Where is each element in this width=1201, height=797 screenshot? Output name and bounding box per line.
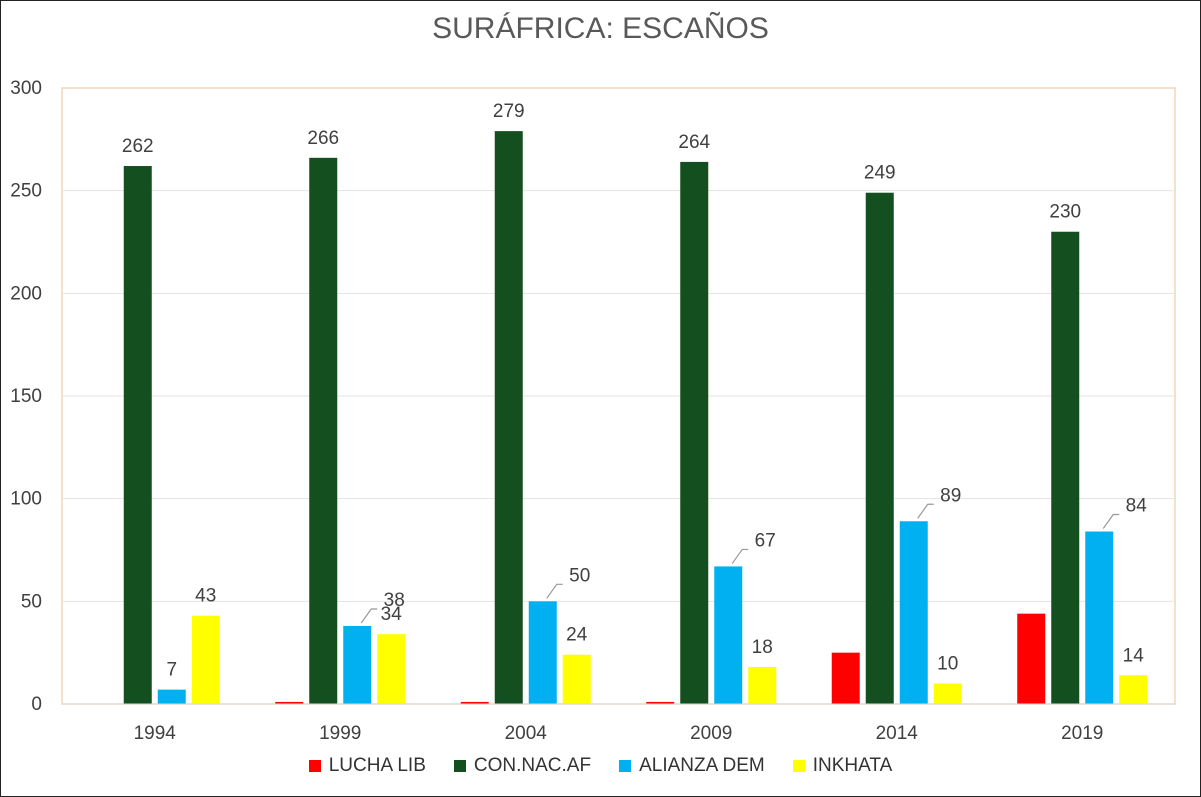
x-tick-label: 1994 <box>134 723 177 744</box>
bar-alianza-dem <box>899 521 928 704</box>
x-axis-ticks: 1994 1999 2004 2009 2014 2019 <box>134 723 1104 744</box>
x-tick-label: 2004 <box>505 723 548 744</box>
legend-swatch-con-nac-af <box>453 760 466 772</box>
bar-con-nac-af <box>865 192 894 704</box>
bar-alianza-dem <box>714 566 743 704</box>
chart-title: SURÁFRICA: ESCAÑOS <box>432 12 769 45</box>
y-tick-label: 300 <box>10 78 42 99</box>
data-label: 14 <box>1123 645 1145 666</box>
bar-inkhata <box>377 634 406 704</box>
bar-lucha-lib <box>831 652 860 704</box>
x-tick-label: 2019 <box>1061 723 1103 744</box>
legend-label-lucha-lib: LUCHA LIB <box>328 755 426 776</box>
bar-con-nac-af <box>309 157 338 704</box>
bar-con-nac-af <box>494 131 523 704</box>
y-tick-label: 100 <box>10 489 42 510</box>
bar-lucha-lib <box>646 701 675 704</box>
legend-swatch-inkhata <box>792 760 805 772</box>
bar-alianza-dem <box>157 689 186 704</box>
data-label: 34 <box>381 604 403 625</box>
data-label: 230 <box>1049 202 1081 223</box>
data-label: 50 <box>569 565 590 586</box>
data-label: 10 <box>937 653 958 674</box>
data-label: 18 <box>752 637 773 658</box>
bar-alianza-dem <box>1085 531 1114 704</box>
leader-line <box>917 503 934 519</box>
leader-line <box>1102 513 1120 529</box>
data-label: 24 <box>566 625 588 646</box>
data-label: 264 <box>678 132 710 153</box>
y-tick-label: 0 <box>31 694 42 715</box>
leader-line <box>731 548 749 564</box>
legend-label-con-nac-af: CON.NAC.AF <box>473 755 592 776</box>
data-label: 43 <box>195 586 216 607</box>
bar-con-nac-af <box>123 166 152 704</box>
legend-item-con-nac-af: CON.NAC.AF <box>453 755 592 777</box>
bar-alianza-dem <box>528 601 557 704</box>
bars <box>123 131 1148 705</box>
bar-lucha-lib <box>460 701 489 704</box>
y-axis-ticks: 0 50 100 150 200 250 300 <box>10 78 42 715</box>
data-label: 249 <box>864 163 896 184</box>
y-tick-label: 150 <box>10 386 42 407</box>
legend: LUCHA LIB CON.NAC.AF ALIANZA DEM INKHATA <box>0 755 1201 777</box>
legend-swatch-alianza-dem <box>619 760 632 772</box>
x-tick-label: 2009 <box>690 723 732 744</box>
bar-lucha-lib <box>275 701 304 704</box>
data-label: 38 <box>384 590 405 611</box>
data-label: 279 <box>493 101 525 122</box>
data-label: 89 <box>940 485 961 506</box>
bar-inkhata <box>748 667 777 704</box>
bar-inkhata <box>191 615 220 704</box>
legend-label-inkhata: INKHATA <box>812 755 893 776</box>
y-tick-label: 250 <box>10 181 42 202</box>
x-tick-label: 1999 <box>319 723 361 744</box>
legend-item-lucha-lib: LUCHA LIB <box>308 755 426 777</box>
bar-inkhata <box>1119 675 1148 704</box>
data-label: 84 <box>1126 496 1148 517</box>
bar-inkhata <box>562 654 591 704</box>
legend-label-alianza-dem: ALIANZA DEM <box>639 755 765 776</box>
data-label: 67 <box>755 530 776 551</box>
leader-line <box>546 583 563 599</box>
leader-line <box>360 608 378 624</box>
legend-item-alianza-dem: ALIANZA DEM <box>619 755 765 777</box>
bar-con-nac-af <box>680 161 709 705</box>
y-tick-label: 200 <box>10 283 42 304</box>
legend-item-inkhata: INKHATA <box>792 755 893 777</box>
bar-con-nac-af <box>1051 231 1080 704</box>
bar-alianza-dem <box>343 625 372 704</box>
y-tick-label: 50 <box>21 591 42 612</box>
x-tick-label: 2014 <box>876 723 919 744</box>
bar-inkhata <box>933 683 962 704</box>
data-label: 262 <box>122 136 154 157</box>
gridlines <box>62 190 1175 602</box>
data-label: 266 <box>307 128 339 149</box>
bar-lucha-lib <box>1017 613 1046 704</box>
legend-swatch-lucha-lib <box>308 760 321 772</box>
leader-lines <box>360 503 1120 624</box>
data-label: 7 <box>166 660 177 681</box>
